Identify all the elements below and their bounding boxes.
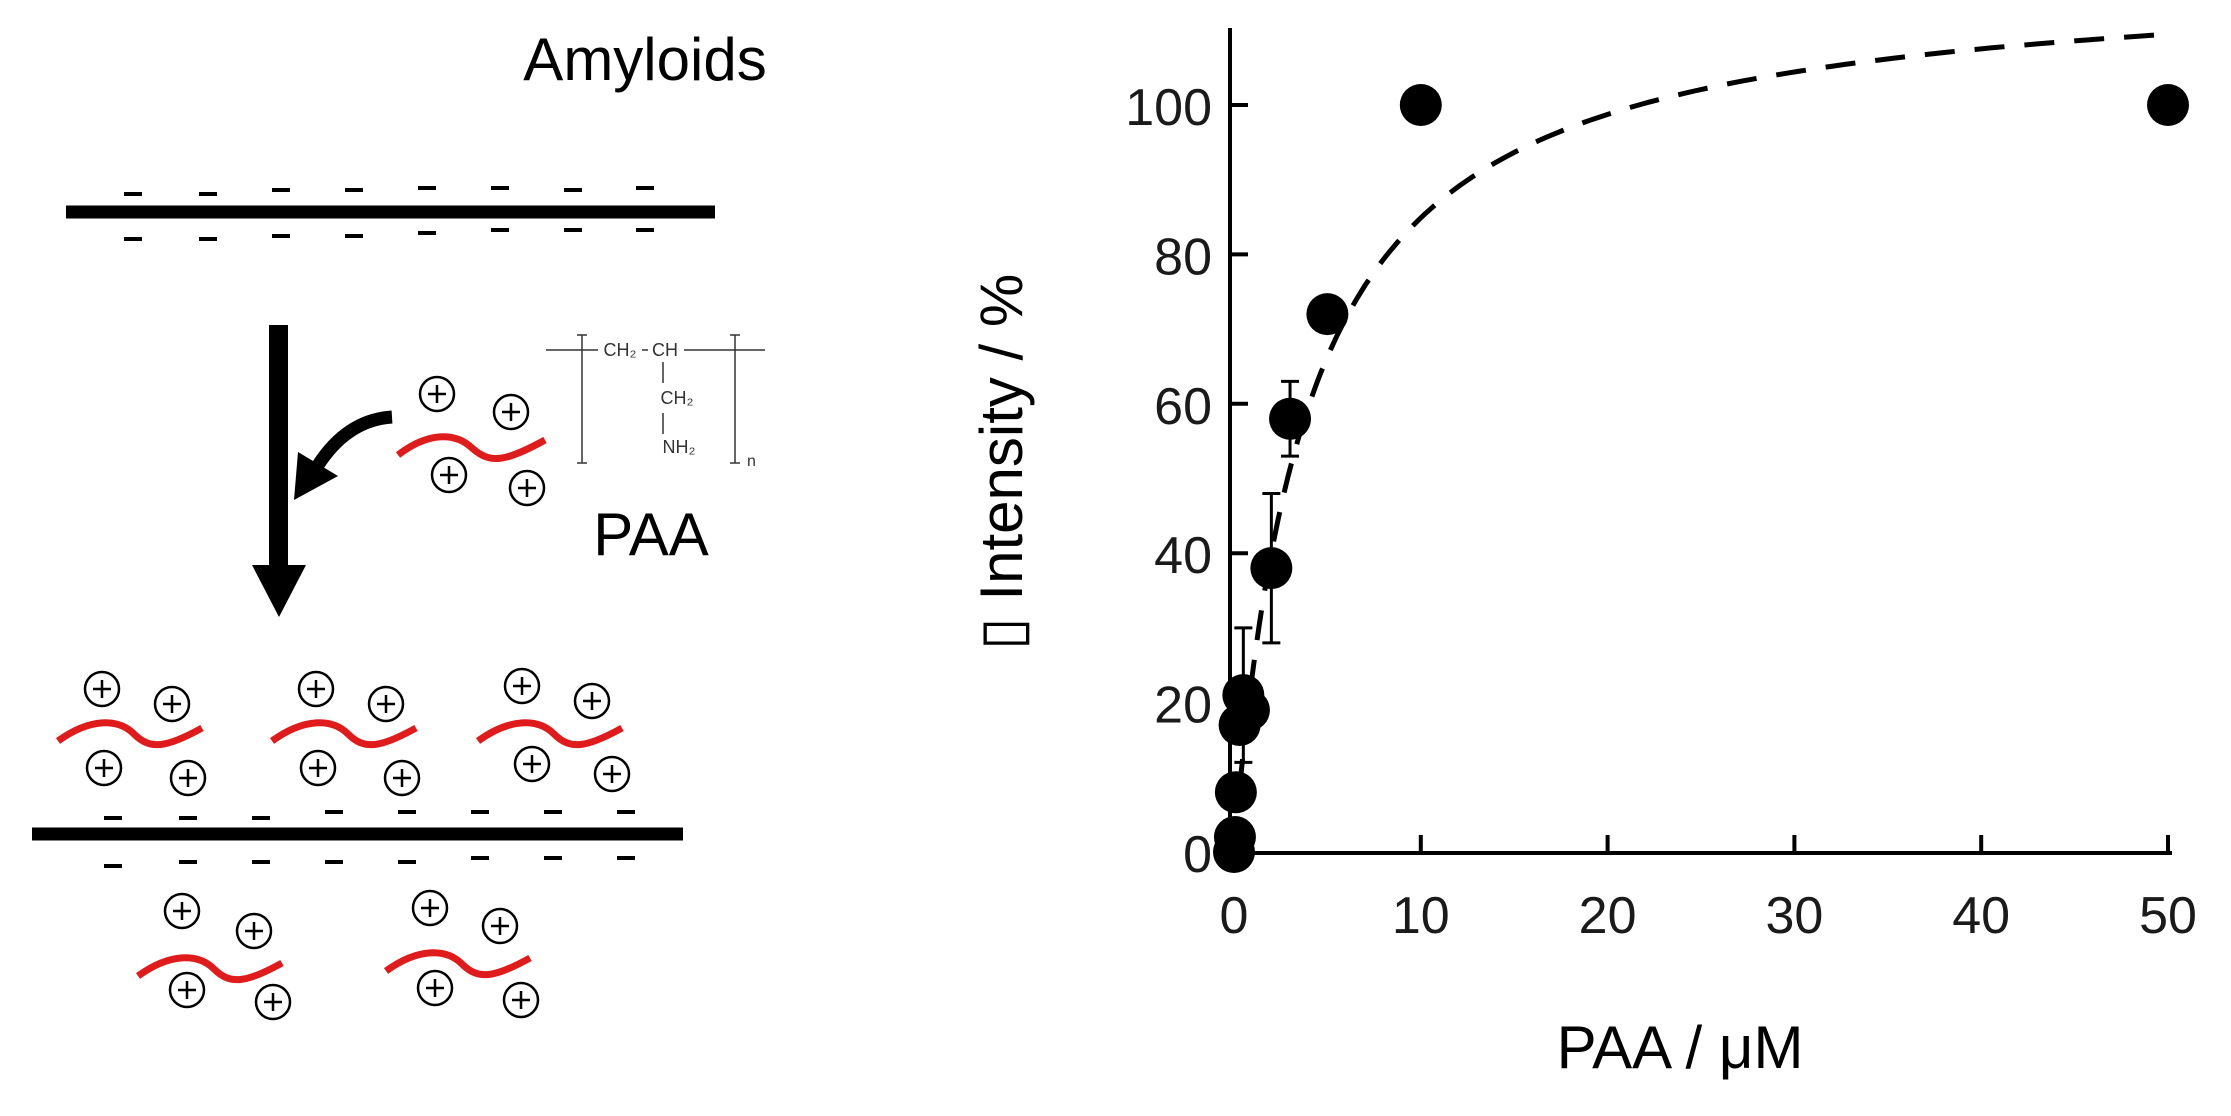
y-tick-label: 80 — [1154, 228, 1212, 286]
negative-charges-bottom — [104, 810, 635, 868]
positive-charges — [83, 375, 631, 1021]
y-tick-label: 40 — [1154, 527, 1212, 585]
formula-ch2-side: CH₂ — [661, 388, 694, 408]
amyloids-label: Amyloids — [523, 26, 766, 93]
x-axis-label: PAA / μM — [1557, 1014, 1804, 1081]
fit-layer — [1237, 31, 2169, 790]
y-tick-label: 60 — [1154, 378, 1212, 436]
reaction-arrow-down — [252, 325, 306, 617]
x-tick-label: 50 — [2139, 887, 2197, 945]
paa-structure-formula: CH₂ CH CH₂ NH₂ n — [546, 334, 765, 470]
curved-arrow — [294, 410, 393, 500]
x-tick-label: 40 — [1952, 887, 2010, 945]
polymer-chain — [395, 433, 547, 462]
x-tick-label: 30 — [1765, 887, 1823, 945]
formula-ch-backbone: CH — [652, 340, 678, 360]
formula-ch2-backbone: CH₂ — [604, 340, 637, 360]
data-point — [1269, 397, 1312, 440]
paa-label: PAA — [593, 501, 709, 568]
x-tick-label: 0 — [1220, 887, 1249, 945]
fit-curve — [1237, 31, 2169, 790]
bound-polymer-chains — [55, 719, 624, 749]
data-points — [1213, 84, 2189, 873]
data-point — [1214, 771, 1257, 814]
axis-ticks: 0 20 40 60 80 100 0 10 20 30 40 50 — [1125, 79, 2197, 945]
data-point — [1213, 816, 1256, 859]
unbound-polymer-chains — [135, 949, 532, 984]
amyloid-fibril-bottom — [32, 810, 683, 868]
schematic-panel: Amyloids — [32, 26, 767, 1021]
negative-charges-top — [124, 186, 654, 241]
data-point — [1399, 84, 1442, 126]
chart: 0 20 40 60 80 100 0 10 20 30 40 50 PAA / μM ▯ Inten… — [968, 28, 2197, 1081]
y-axis-label: ▯ Intensity / % — [968, 274, 1035, 651]
amyloid-fibril-top — [66, 186, 715, 241]
formula-nh2: NH₂ — [663, 437, 696, 457]
data-point — [1306, 293, 1349, 336]
paa-molecule-incoming — [395, 433, 547, 462]
data-point — [1250, 547, 1293, 590]
y-tick-label: 20 — [1154, 677, 1212, 735]
data-point — [2147, 84, 2189, 126]
y-tick-label: 0 — [1183, 826, 1212, 884]
x-tick-label: 10 — [1392, 887, 1450, 945]
y-tick-label: 100 — [1125, 79, 1212, 137]
x-tick-label: 20 — [1579, 887, 1637, 945]
formula-subscript-n: n — [747, 453, 756, 470]
data-point — [1227, 689, 1270, 732]
